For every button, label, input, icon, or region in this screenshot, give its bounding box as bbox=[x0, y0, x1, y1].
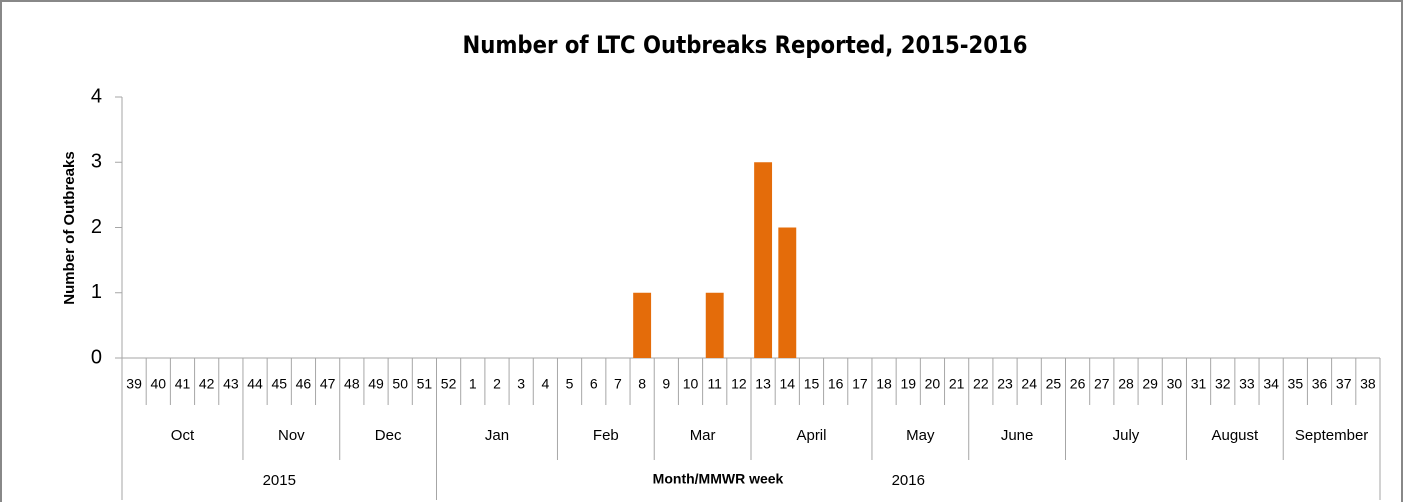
x-tick-label: 34 bbox=[1263, 376, 1279, 392]
y-tick-label: 4 bbox=[91, 85, 102, 107]
x-tick-label: 27 bbox=[1094, 376, 1110, 392]
x-tick-label: 15 bbox=[804, 376, 820, 392]
x-tick-label: 7 bbox=[614, 376, 622, 392]
x-tick-label: 1 bbox=[469, 376, 477, 392]
x-tick-label: 37 bbox=[1336, 376, 1352, 392]
month-label: August bbox=[1211, 427, 1259, 444]
month-label: Feb bbox=[593, 427, 619, 444]
x-tick-label: 19 bbox=[900, 376, 916, 392]
x-tick-label: 26 bbox=[1070, 376, 1086, 392]
x-tick-label: 40 bbox=[150, 376, 166, 392]
x-tick-label: 46 bbox=[296, 376, 312, 392]
x-tick-label: 30 bbox=[1167, 376, 1183, 392]
x-tick-label: 51 bbox=[417, 376, 433, 392]
y-tick-label: 1 bbox=[91, 281, 102, 303]
x-tick-label: 6 bbox=[590, 376, 598, 392]
year-label: 2016 bbox=[892, 472, 925, 489]
month-label: April bbox=[796, 427, 826, 444]
x-tick-label: 28 bbox=[1118, 376, 1134, 392]
month-label: June bbox=[1001, 427, 1034, 444]
x-tick-label: 48 bbox=[344, 376, 360, 392]
x-tick-label: 39 bbox=[126, 376, 142, 392]
x-tick-label: 4 bbox=[541, 376, 549, 392]
x-tick-label: 41 bbox=[175, 376, 191, 392]
x-tick-label: 44 bbox=[247, 376, 263, 392]
x-tick-label: 17 bbox=[852, 376, 868, 392]
x-tick-label: 29 bbox=[1142, 376, 1158, 392]
x-tick-label: 43 bbox=[223, 376, 239, 392]
x-tick-label: 45 bbox=[271, 376, 287, 392]
y-tick-label: 2 bbox=[91, 216, 102, 238]
x-tick-label: 3 bbox=[517, 376, 525, 392]
x-tick-label: 21 bbox=[949, 376, 965, 392]
x-tick-label: 42 bbox=[199, 376, 215, 392]
y-tick-label: 3 bbox=[91, 151, 102, 173]
x-tick-label: 52 bbox=[441, 376, 457, 392]
year-label: 2015 bbox=[263, 472, 296, 489]
x-tick-label: 20 bbox=[925, 376, 941, 392]
x-tick-label: 22 bbox=[973, 376, 989, 392]
x-tick-label: 36 bbox=[1312, 376, 1328, 392]
y-axis-label: Number of Outbreaks bbox=[61, 151, 78, 304]
month-label: July bbox=[1113, 427, 1140, 444]
x-tick-label: 23 bbox=[997, 376, 1013, 392]
x-axis-label: Month/MMWR week bbox=[653, 471, 784, 487]
bar bbox=[633, 292, 652, 358]
x-tick-label: 13 bbox=[755, 376, 771, 392]
x-tick-label: 10 bbox=[683, 376, 699, 392]
x-tick-label: 32 bbox=[1215, 376, 1231, 392]
month-label: Oct bbox=[171, 427, 195, 444]
x-tick-label: 33 bbox=[1239, 376, 1255, 392]
x-tick-label: 11 bbox=[707, 376, 722, 392]
x-tick-label: 18 bbox=[876, 376, 892, 392]
bar bbox=[705, 292, 724, 358]
x-tick-label: 50 bbox=[392, 376, 408, 392]
x-tick-label: 24 bbox=[1021, 376, 1037, 392]
x-tick-label: 47 bbox=[320, 376, 336, 392]
x-tick-label: 31 bbox=[1191, 376, 1207, 392]
x-tick-label: 16 bbox=[828, 376, 844, 392]
x-tick-label: 9 bbox=[662, 376, 670, 392]
month-label: Mar bbox=[690, 427, 716, 444]
month-label: September bbox=[1295, 427, 1368, 444]
month-label: May bbox=[906, 427, 935, 444]
month-label: Nov bbox=[278, 427, 305, 444]
month-label: Dec bbox=[375, 427, 402, 444]
y-tick-label: 0 bbox=[91, 346, 102, 368]
bar bbox=[754, 162, 773, 358]
x-tick-label: 14 bbox=[779, 376, 795, 392]
x-tick-label: 25 bbox=[1046, 376, 1062, 392]
x-tick-label: 12 bbox=[731, 376, 747, 392]
bar bbox=[778, 227, 797, 358]
chart-title: Number of LTC Outbreaks Reported, 2015-2… bbox=[463, 31, 1028, 59]
x-tick-label: 8 bbox=[638, 376, 646, 392]
x-tick-label: 35 bbox=[1288, 376, 1304, 392]
x-tick-label: 5 bbox=[566, 376, 574, 392]
x-tick-label: 49 bbox=[368, 376, 384, 392]
x-tick-label: 2 bbox=[493, 376, 501, 392]
x-tick-label: 38 bbox=[1360, 376, 1376, 392]
month-label: Jan bbox=[485, 427, 509, 444]
